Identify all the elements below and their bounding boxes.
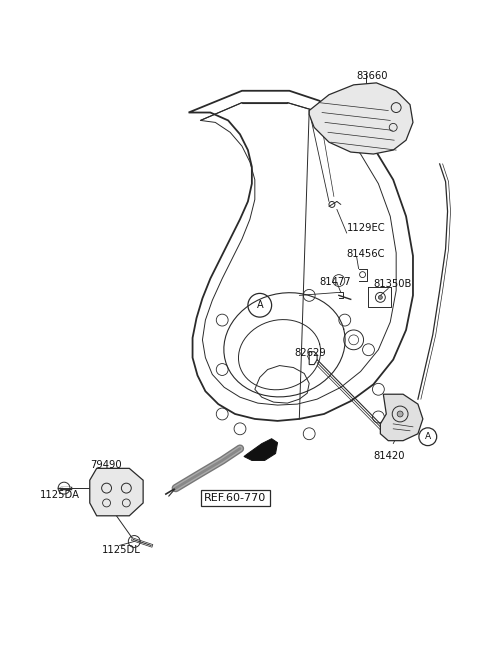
Text: 1125DL: 1125DL xyxy=(102,546,140,555)
Circle shape xyxy=(378,295,383,299)
Text: 83660: 83660 xyxy=(357,71,388,81)
Polygon shape xyxy=(309,83,413,154)
Text: 82629: 82629 xyxy=(294,348,326,358)
Text: 1129EC: 1129EC xyxy=(347,223,385,233)
Circle shape xyxy=(397,411,403,417)
Text: A: A xyxy=(425,432,431,441)
Text: 1125DA: 1125DA xyxy=(40,490,80,500)
Text: REF.60-770: REF.60-770 xyxy=(204,493,266,503)
Text: 81420: 81420 xyxy=(373,451,405,460)
Polygon shape xyxy=(380,394,423,441)
Text: 81350B: 81350B xyxy=(373,278,412,289)
Text: 79490: 79490 xyxy=(90,460,121,470)
Polygon shape xyxy=(244,439,277,460)
Text: A: A xyxy=(256,300,263,310)
Text: 81456C: 81456C xyxy=(347,249,385,259)
Polygon shape xyxy=(90,468,143,515)
Text: 81477: 81477 xyxy=(319,276,351,287)
